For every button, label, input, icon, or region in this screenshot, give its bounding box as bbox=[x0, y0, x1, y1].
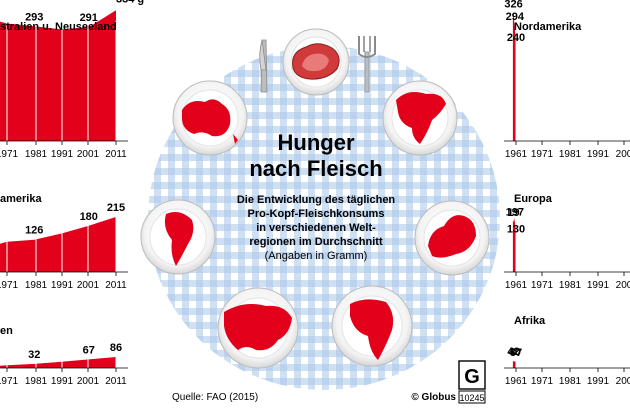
data-label: 37 bbox=[510, 347, 522, 359]
x-tick-label: 1991 bbox=[587, 149, 610, 160]
data-label: 42 bbox=[507, 346, 519, 358]
plate-north-america bbox=[382, 80, 458, 156]
subtitle-line-1: Die Entwicklung des täglichen bbox=[237, 194, 396, 206]
title-line-2: nach Fleisch bbox=[249, 156, 382, 181]
x-tick-label: 1981 bbox=[559, 280, 582, 291]
x-tick-label: 2011 bbox=[105, 280, 127, 291]
x-tick-label: 1971 bbox=[0, 149, 19, 160]
subtitle-line-2: Pro-Kopf-Fleischkonsums bbox=[248, 208, 385, 220]
data-label: 130 bbox=[507, 224, 525, 236]
data-label: 86 bbox=[110, 342, 122, 354]
data-label: 67 bbox=[83, 344, 95, 356]
globus-logo: G 10245 bbox=[458, 360, 486, 404]
data-label: 19 bbox=[507, 207, 519, 219]
x-tick-label: 2001 bbox=[77, 376, 100, 387]
area-series bbox=[512, 361, 516, 368]
area-series bbox=[512, 13, 516, 141]
plate-europe bbox=[414, 200, 490, 276]
data-label: 291 bbox=[80, 12, 98, 24]
unit-note: (Angaben in Gramm) bbox=[265, 250, 368, 262]
x-tick-label: 2001 bbox=[77, 280, 100, 291]
data-label: 126 bbox=[25, 225, 43, 237]
chart-title: amerika bbox=[0, 193, 42, 205]
subtitle-line-3: in verschiedenen Welt- bbox=[256, 222, 376, 234]
area-series bbox=[512, 218, 516, 272]
plate-asia bbox=[217, 287, 299, 369]
chart-title: Nordamerika bbox=[514, 21, 582, 33]
x-tick-label: 1971 bbox=[531, 149, 554, 160]
x-tick-label: 1971 bbox=[0, 280, 19, 291]
plate-south-america bbox=[140, 199, 216, 275]
x-tick-label: 1971 bbox=[531, 376, 554, 387]
x-tick-label: 2011 bbox=[105, 376, 127, 387]
x-tick-label: 1981 bbox=[25, 376, 48, 387]
subtitle-line-4: regionen im Durchschnitt bbox=[249, 236, 383, 248]
data-label: 32 bbox=[28, 349, 40, 361]
logo-letter: G bbox=[464, 366, 480, 388]
x-tick-label: 200 bbox=[616, 149, 630, 160]
area-series bbox=[0, 357, 116, 368]
x-tick-label: 200 bbox=[616, 376, 630, 387]
data-label: 215 bbox=[107, 202, 125, 214]
knife-icon bbox=[259, 39, 268, 93]
x-tick-label: 1961 bbox=[505, 149, 528, 160]
data-label: 40 bbox=[509, 347, 521, 359]
source-note: Quelle: FAO (2015) bbox=[172, 392, 258, 403]
x-tick-label: 1971 bbox=[0, 376, 19, 387]
data-label: 180 bbox=[80, 211, 98, 223]
x-tick-label: 200 bbox=[616, 280, 630, 291]
data-label: 240 bbox=[507, 32, 525, 44]
plate-australia bbox=[172, 80, 248, 156]
data-label: 197 bbox=[506, 206, 524, 218]
title-line-1: Hunger bbox=[278, 130, 355, 155]
data-label: 293 bbox=[25, 11, 43, 23]
chart-title: Europa bbox=[514, 193, 553, 205]
x-tick-label: 1981 bbox=[25, 280, 48, 291]
x-tick-label: 1991 bbox=[51, 376, 74, 387]
area-series bbox=[0, 216, 116, 272]
x-tick-label: 1991 bbox=[587, 280, 610, 291]
x-tick-label: 1981 bbox=[25, 149, 48, 160]
data-label: 334 g bbox=[116, 0, 144, 5]
x-tick-label: 2001 bbox=[77, 149, 100, 160]
x-tick-label: 1961 bbox=[505, 280, 528, 291]
chart-title: Afrika bbox=[514, 315, 546, 327]
x-tick-label: 1981 bbox=[559, 149, 582, 160]
x-tick-label: 1961 bbox=[505, 376, 528, 387]
x-tick-label: 1991 bbox=[587, 376, 610, 387]
chart-title: stralien u. Neuseeland bbox=[0, 21, 117, 33]
publisher: © Globus bbox=[411, 392, 456, 403]
plate-africa bbox=[331, 285, 413, 367]
chart-title: en bbox=[0, 325, 13, 337]
area-series bbox=[0, 10, 116, 142]
steak-icon bbox=[282, 28, 350, 96]
data-label: 294 bbox=[506, 11, 525, 23]
x-tick-label: 1971 bbox=[531, 280, 554, 291]
data-label: 326 bbox=[504, 0, 522, 10]
x-tick-label: 1991 bbox=[51, 149, 74, 160]
x-tick-label: 1981 bbox=[559, 376, 582, 387]
x-tick-label: 2011 bbox=[105, 149, 127, 160]
graphic-number: 10245 bbox=[459, 393, 484, 403]
x-tick-label: 1991 bbox=[51, 280, 74, 291]
fork-icon bbox=[358, 36, 376, 93]
